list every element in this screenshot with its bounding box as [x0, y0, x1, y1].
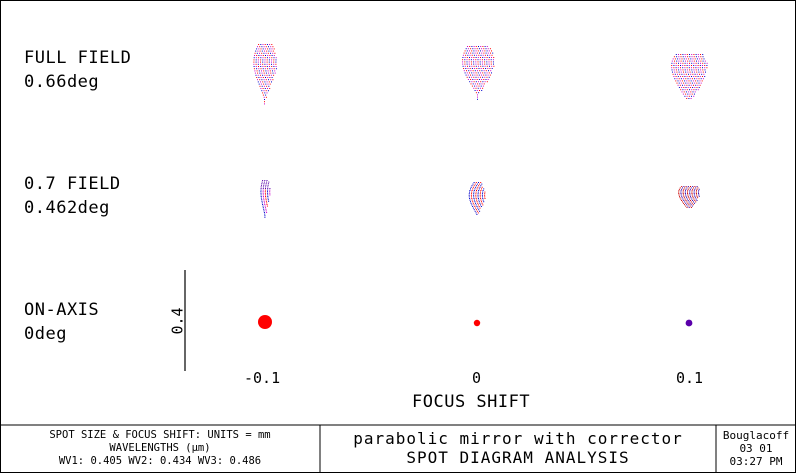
spot-group — [253, 44, 708, 329]
row-label-on-axis: ON-AXIS 0deg — [24, 298, 99, 346]
row-label-angle: 0deg — [24, 324, 67, 344]
spot-full-field-zero — [462, 46, 495, 100]
row-label-full-field: FULL FIELD 0.66deg — [24, 46, 131, 94]
footer-left: SPOT SIZE & FOCUS SHIFT: UNITS = mm WAVE… — [2, 429, 318, 468]
spot-07-field-minus — [260, 180, 271, 218]
footer-date: 03 01 — [739, 442, 773, 455]
row-label-title: ON-AXIS — [24, 300, 100, 320]
spot-full-field-plus — [671, 54, 708, 99]
focus-tick-plus: 0.1 — [676, 369, 704, 387]
spot-full-field-minus — [253, 44, 277, 105]
footer-right: Bouglacoff 03 01 03:27 PM — [717, 429, 795, 468]
footer-wavelengths-line: WAVELENGTHS (μm) — [109, 442, 211, 454]
spot-07-field-zero — [468, 182, 486, 215]
row-label-07-field: 0.7 FIELD 0.462deg — [24, 172, 121, 220]
focus-tick-zero: 0 — [472, 369, 482, 387]
spot-07-field-plus — [678, 186, 700, 208]
spot-on-axis-minus — [258, 315, 272, 329]
row-label-angle: 0.462deg — [24, 198, 110, 218]
spot-on-axis-zero — [473, 319, 481, 327]
footer-time: 03:27 PM — [729, 455, 783, 468]
row-label-title: 0.7 FIELD — [24, 174, 121, 194]
footer-analysis-title: SPOT DIAGRAM ANALYSIS — [406, 448, 630, 467]
row-label-title: FULL FIELD — [24, 48, 132, 68]
footer-center: parabolic mirror with corrector SPOT DIA… — [322, 429, 714, 467]
footer-wv-values-line: WV1: 0.405 WV2: 0.434 WV3: 0.486 — [58, 455, 262, 467]
spot-on-axis-plus — [685, 319, 693, 327]
axis-title: FOCUS SHIFT — [412, 392, 531, 412]
footer-author: Bouglacoff — [722, 429, 790, 442]
focus-tick-minus: -0.1 — [244, 369, 281, 387]
footer-units-line: SPOT SIZE & FOCUS SHIFT: UNITS = mm — [49, 429, 271, 441]
footer-system-title: parabolic mirror with corrector — [353, 429, 683, 448]
row-label-angle: 0.66deg — [24, 72, 100, 92]
